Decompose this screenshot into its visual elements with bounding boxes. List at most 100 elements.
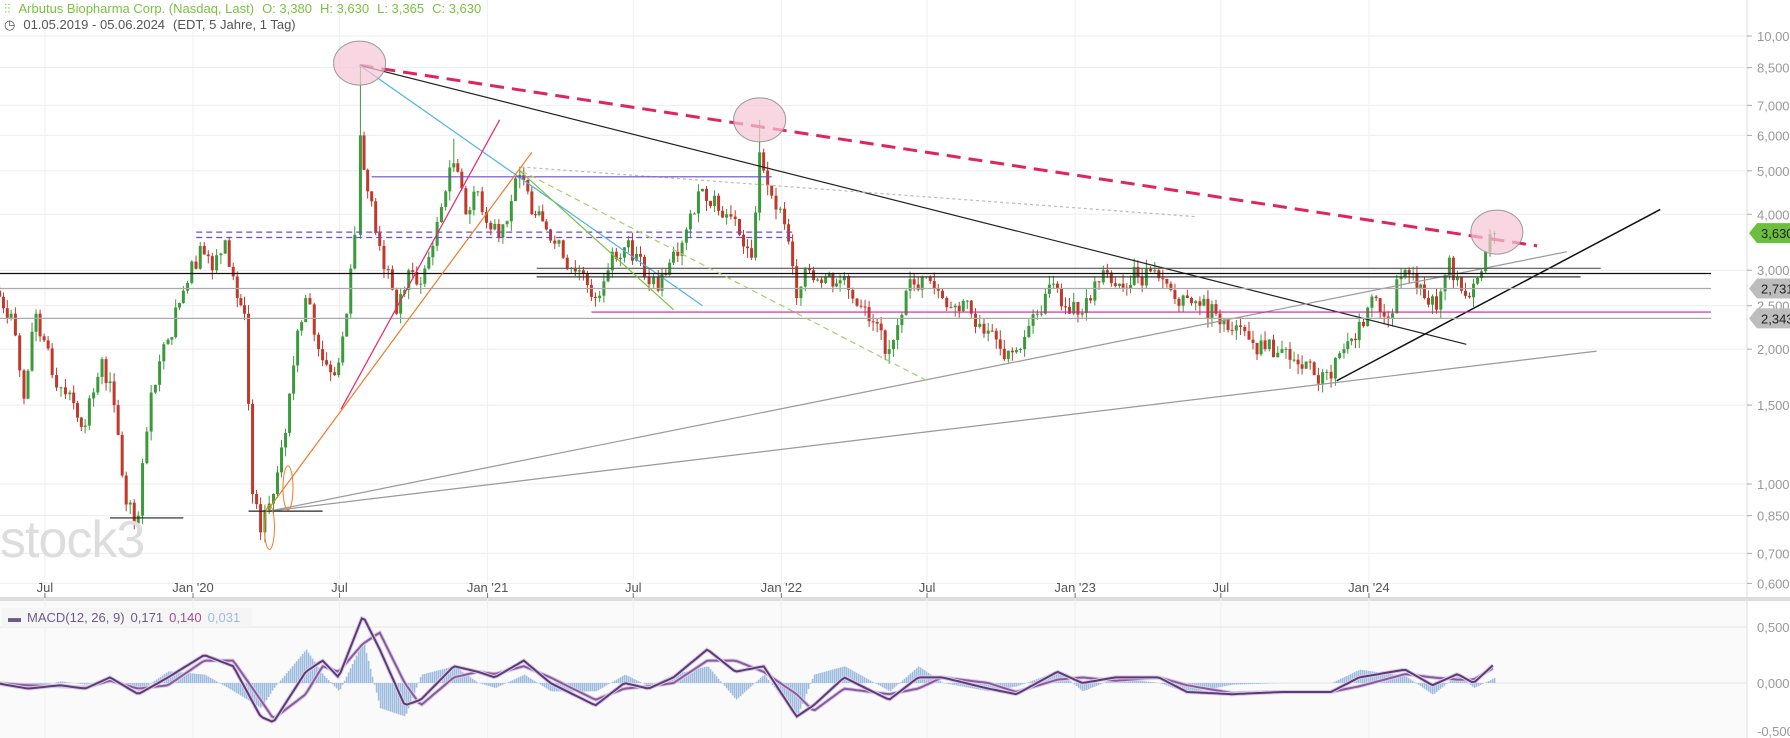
macd-histogram-bar — [1147, 681, 1150, 683]
macd-histogram-bar — [959, 683, 962, 687]
macd-histogram-bar — [885, 683, 888, 690]
candle-body — [1165, 278, 1169, 284]
macd-histogram-bar — [469, 677, 472, 683]
candle — [353, 226, 357, 270]
candle-body — [1149, 268, 1153, 272]
macd-histogram-bar — [867, 679, 870, 683]
candle — [1382, 303, 1386, 325]
macd-histogram-bar — [613, 680, 616, 683]
macd-histogram-bar — [235, 683, 238, 693]
candle — [1047, 275, 1051, 298]
clock-icon[interactable]: ◷ — [4, 17, 16, 32]
macd-histogram-bar — [1181, 683, 1184, 692]
ohlc-low: L: 3,365 — [377, 1, 425, 16]
candle-body — [227, 240, 231, 267]
candle-body — [448, 167, 452, 192]
candle-body — [647, 276, 651, 285]
candle — [680, 240, 684, 266]
macd-histogram-bar — [861, 676, 864, 683]
candle — [541, 204, 545, 222]
macd-legend[interactable]: ▬ MACD(12, 26, 9) 0,171 0,140 0,031 — [2, 608, 253, 627]
macd-histogram-bar — [393, 683, 396, 713]
candle-body — [1039, 313, 1043, 315]
candle-body — [341, 336, 345, 363]
macd-histogram-bar — [517, 677, 520, 683]
candle-body — [296, 330, 300, 366]
macd-histogram-bar — [225, 683, 228, 688]
candle-body — [610, 251, 614, 271]
candle-body — [1459, 277, 1463, 291]
macd-histogram-bar — [633, 679, 636, 683]
candle-body — [1010, 350, 1014, 353]
candle-body — [725, 214, 729, 218]
candle-body — [585, 273, 589, 285]
candle-body — [1055, 283, 1059, 289]
candle — [1430, 294, 1434, 314]
macd-histogram-bar — [591, 683, 594, 692]
macd-histogram-bar — [747, 683, 750, 689]
macd-histogram-bar — [365, 652, 368, 683]
macd-histogram-bar — [233, 683, 236, 692]
macd-histogram-bar — [265, 683, 268, 701]
macd-histogram-bar — [1049, 674, 1052, 683]
candle — [1039, 305, 1043, 317]
candle — [1226, 319, 1230, 333]
candle-body — [1047, 284, 1051, 294]
y-tick-label: 10,000 — [1757, 29, 1790, 44]
macd-histogram-bar — [599, 683, 602, 689]
macd-histogram-bar — [757, 679, 760, 683]
candle-body — [766, 170, 770, 186]
macd-histogram-bar — [617, 678, 620, 683]
candle-body — [863, 306, 867, 308]
candle — [493, 219, 497, 231]
candle-body — [136, 515, 140, 524]
trend-line — [519, 170, 674, 311]
x-tick-label: Jul — [331, 580, 348, 595]
candle — [1067, 298, 1071, 314]
candle-body — [1361, 321, 1365, 327]
macd-histogram-bar — [487, 683, 490, 686]
ohlc-high: H: 3,630 — [319, 1, 370, 16]
macd-histogram-bar — [349, 668, 352, 683]
candle — [1014, 347, 1018, 354]
macd-histogram-bar — [1139, 680, 1142, 683]
candle-body — [1121, 283, 1125, 288]
candle-body — [1190, 297, 1194, 304]
macd-histogram-bar — [1449, 680, 1452, 683]
candle — [561, 239, 565, 260]
chart-type-icon[interactable]: ⫶⫶ — [4, 1, 11, 16]
candle — [1002, 339, 1006, 361]
candle — [660, 268, 664, 297]
macd-histogram-bar — [449, 667, 452, 683]
candle — [141, 458, 145, 525]
macd-histogram-bar — [865, 678, 868, 683]
macd-histogram-bar — [271, 683, 274, 691]
price-tag: 2,731 — [1749, 278, 1790, 299]
candle — [1353, 333, 1357, 349]
candle — [170, 336, 174, 345]
candle — [1194, 300, 1198, 311]
candle-body — [59, 387, 63, 389]
candle-body — [1476, 278, 1480, 284]
x-tick-label: Jan '20 — [172, 580, 214, 595]
macd-histogram-bar — [241, 683, 244, 697]
candle-body — [1202, 298, 1206, 306]
candle — [42, 333, 46, 343]
candle-body — [1284, 349, 1288, 351]
candle — [949, 301, 953, 309]
macd-histogram-bar — [201, 674, 204, 683]
macd-histogram-bar — [1435, 683, 1438, 693]
candle-body — [1366, 307, 1370, 327]
candle-body — [705, 188, 709, 201]
candle-body — [1051, 283, 1055, 285]
candle-body — [26, 370, 30, 399]
candle — [431, 242, 435, 266]
macd-histogram-bar — [601, 683, 604, 688]
candle-body — [158, 361, 162, 385]
candle-body — [1288, 349, 1292, 360]
macd-histogram-bar — [717, 678, 720, 683]
candle — [300, 320, 304, 336]
candle-body — [1280, 349, 1284, 353]
candle-body — [1435, 296, 1439, 310]
